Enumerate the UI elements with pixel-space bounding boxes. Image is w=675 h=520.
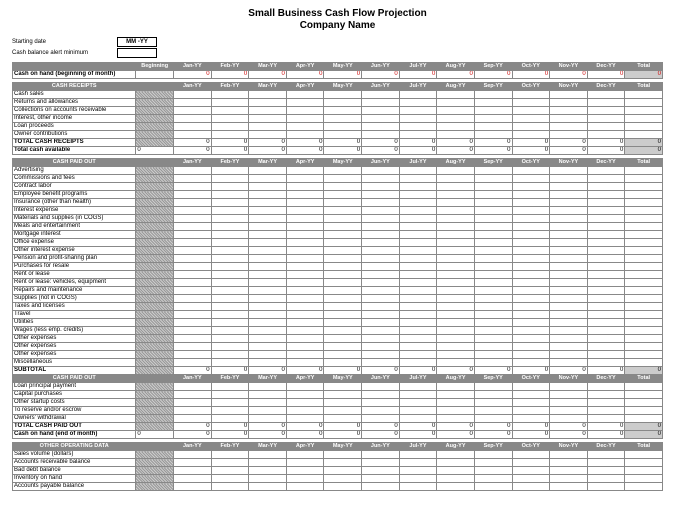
row-label: Interest, other income: [13, 115, 136, 123]
row-label: Advertising: [13, 167, 136, 175]
row-label: TOTAL CASH RECEIPTS: [13, 139, 136, 147]
row-label: Cash sales: [13, 91, 136, 99]
row-label: Cash on hand (beginning of month): [13, 71, 136, 79]
row-label: TOTAL CASH PAID OUT: [13, 423, 136, 431]
row-label: Employee benefit programs: [13, 191, 136, 199]
row-label: Interest expense: [13, 207, 136, 215]
row-label: Bad debt balance: [13, 467, 136, 475]
row-label: Accounts payable balance: [13, 483, 136, 491]
row-label: SUBTOTAL: [13, 367, 136, 375]
row-label: Inventory on hand: [13, 475, 136, 483]
row-label: Total cash available: [13, 147, 136, 155]
row-label: Returns and allowances: [13, 99, 136, 107]
starting-date-row: Starting date MM -YY: [12, 37, 663, 47]
row-label: Purchases for resale: [13, 263, 136, 271]
row-label: Other expenses: [13, 343, 136, 351]
row-label: Other expenses: [13, 335, 136, 343]
row-label: Mortgage interest: [13, 231, 136, 239]
row-label: Accounts receivable balance: [13, 459, 136, 467]
row-label: Taxes and licenses: [13, 303, 136, 311]
alert-min-row: Cash balance alert minimum: [12, 48, 663, 58]
row-label: Rent or lease: [13, 271, 136, 279]
row-label: Contract labor: [13, 183, 136, 191]
starting-date-value[interactable]: MM -YY: [117, 37, 157, 47]
alert-min-value[interactable]: [117, 48, 157, 58]
row-label: Other expenses: [13, 351, 136, 359]
row-label: Wages (less emp. credits): [13, 327, 136, 335]
row-label: Miscellaneous: [13, 359, 136, 367]
row-label: Travel: [13, 311, 136, 319]
row-label: Collections on accounts receivable: [13, 107, 136, 115]
row-label: Office expense: [13, 239, 136, 247]
row-label: Cash on hand (end of month): [13, 431, 136, 439]
row-label: To reserve and/or escrow: [13, 407, 136, 415]
row-label: Other startup costs: [13, 399, 136, 407]
row-label: Other interest expense: [13, 247, 136, 255]
row-label: Owners' withdrawal: [13, 415, 136, 423]
row-label: Capital purchases: [13, 391, 136, 399]
row-label: Loan principal payment: [13, 383, 136, 391]
row-label: Pension and profit-sharing plan: [13, 255, 136, 263]
row-label: Utilities: [13, 319, 136, 327]
row-label: Sales volume (dollars): [13, 451, 136, 459]
row-label: Loan proceeds: [13, 123, 136, 131]
row-label: Insurance (other than health): [13, 199, 136, 207]
cashflow-table: BeginningJan-YYFeb-YYMar-YYApr-YYMay-YYJ…: [12, 62, 663, 491]
row-label: Commissions and fees: [13, 175, 136, 183]
starting-date-label: Starting date: [12, 39, 117, 45]
row-label: Repairs and maintenance: [13, 287, 136, 295]
page-subtitle: Company Name: [12, 20, 663, 31]
row-label: Supplies (not in COGS): [13, 295, 136, 303]
row-label: Rent or lease: vehicles, equipment: [13, 279, 136, 287]
row-label: Meals and entertainment: [13, 223, 136, 231]
page-title: Small Business Cash Flow Projection: [12, 8, 663, 19]
row-label: Materials and supplies (in COGS): [13, 215, 136, 223]
row-label: Owner contributions: [13, 131, 136, 139]
alert-min-label: Cash balance alert minimum: [12, 50, 117, 56]
